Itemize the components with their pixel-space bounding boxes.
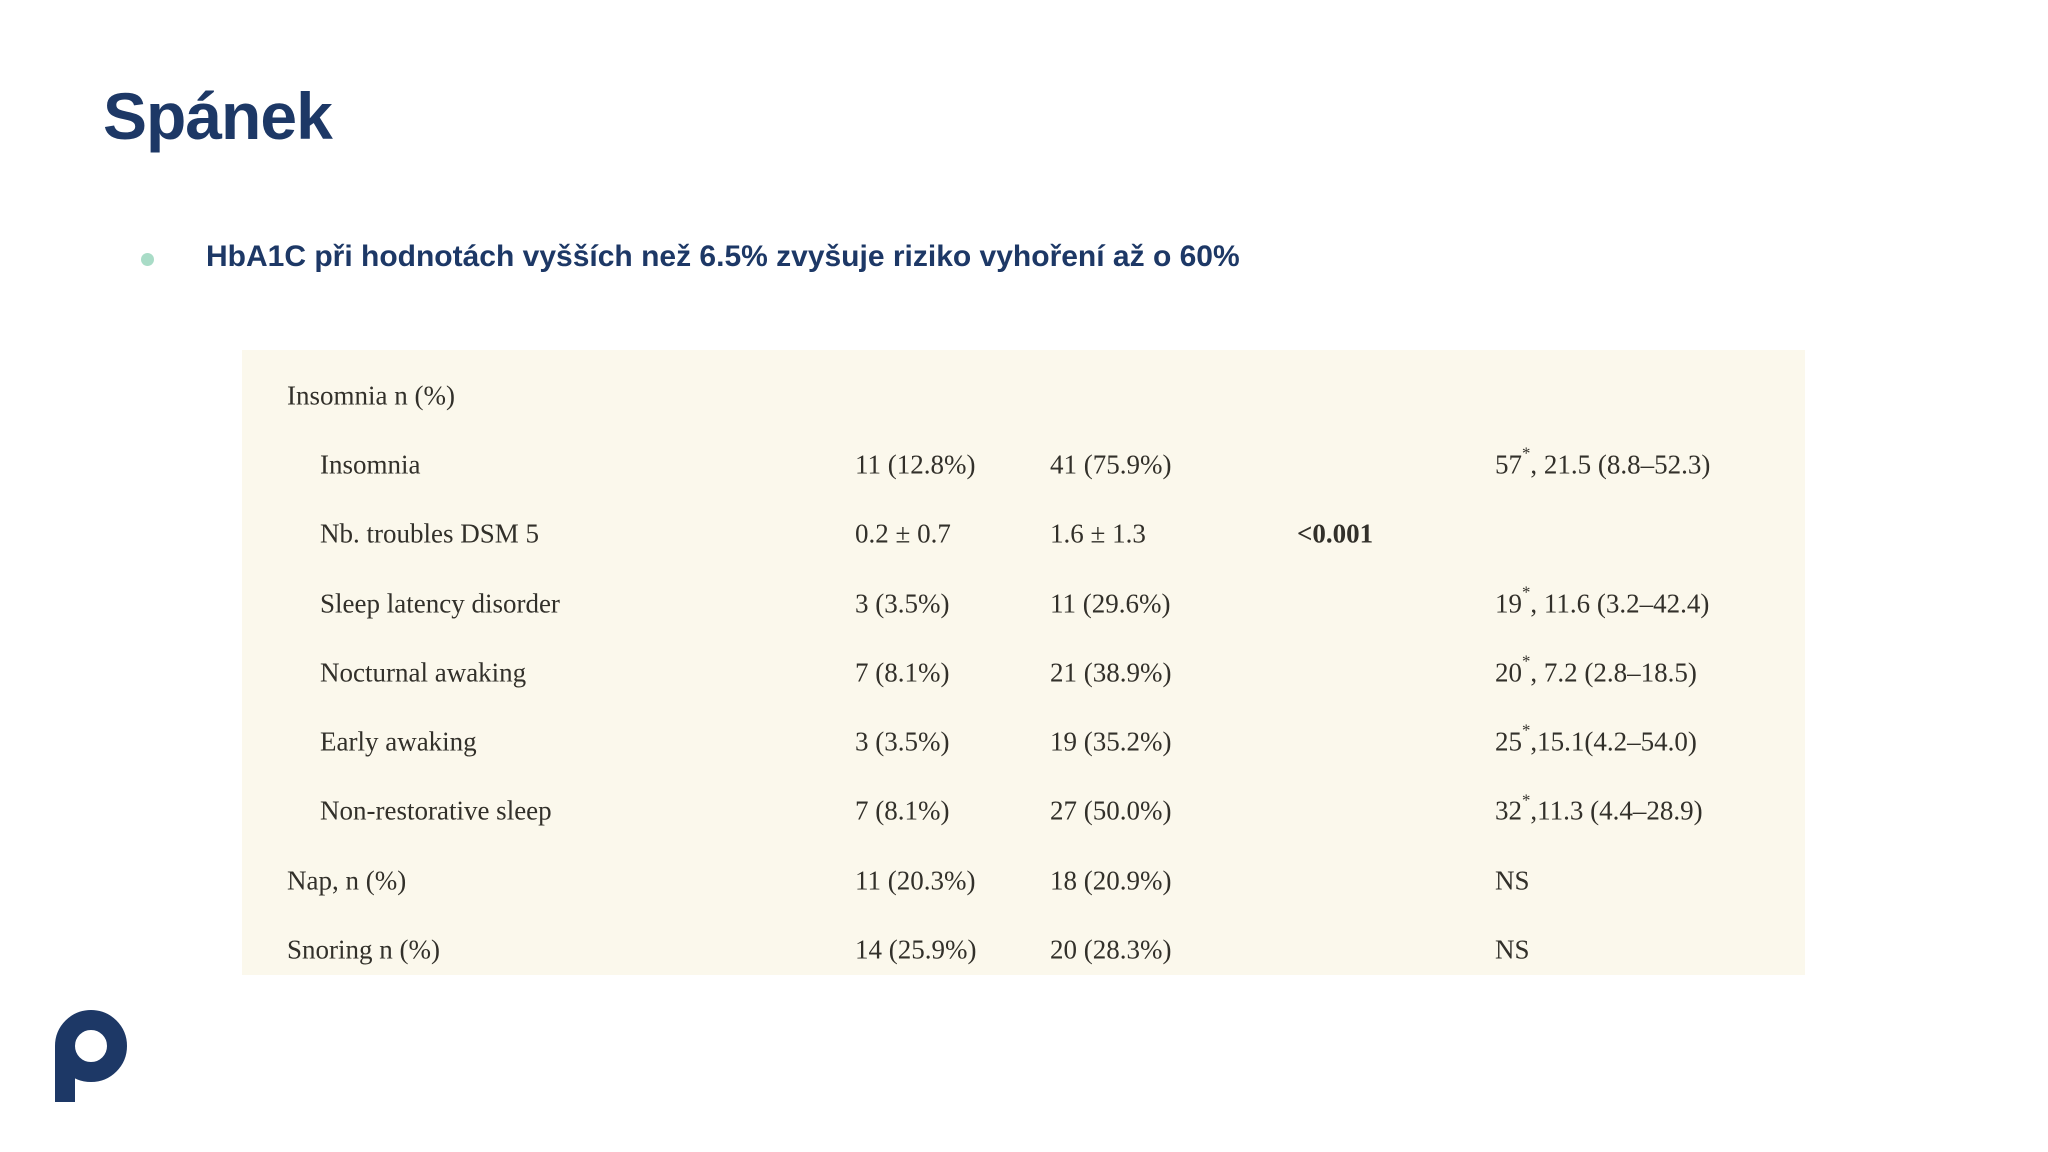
p-value: <0.001 <box>1297 518 1374 549</box>
table-row: Insomnia n (%) <box>242 361 1805 430</box>
table-row: Non-restorative sleep 7 (8.1%) 27 (50.0%… <box>242 777 1805 846</box>
group2-value: 18 (20.9%) <box>1050 865 1172 896</box>
or-ci: , 21.5 (8.8–52.3) <box>1530 449 1711 480</box>
group2-value: 41 (75.9%) <box>1050 449 1172 480</box>
row-label: Nocturnal awaking <box>320 657 527 688</box>
bullet-item: HbA1C při hodnotách vyšších než 6.5% zvy… <box>141 240 1240 274</box>
or-ci: , 11.6 (3.2–42.4) <box>1530 588 1710 619</box>
row-label: Non-restorative sleep <box>320 795 552 826</box>
or-base: 57 <box>1495 449 1522 480</box>
odds-ratio-value: 19*, 11.6 (3.2–42.4) <box>1495 583 1710 619</box>
odds-ratio-value: NS <box>1495 935 1530 966</box>
group2-value: 1.6 ± 1.3 <box>1050 518 1146 549</box>
or-base: 25 <box>1495 726 1522 757</box>
table-row: Insomnia 11 (12.8%) 41 (75.9%) 57*, 21.5… <box>242 430 1805 499</box>
or-base: 32 <box>1495 795 1522 826</box>
asterisk-superscript: * <box>1522 790 1531 810</box>
odds-ratio-value: 32*,11.3 (4.4–28.9) <box>1495 791 1703 827</box>
or-ci: , 7.2 (2.8–18.5) <box>1530 657 1697 688</box>
group2-value: 11 (29.6%) <box>1050 588 1171 619</box>
group1-value: 7 (8.1%) <box>855 795 950 826</box>
group1-value: 11 (20.3%) <box>855 865 976 896</box>
row-label: Insomnia n (%) <box>287 380 455 411</box>
or-base: 19 <box>1495 588 1522 619</box>
group2-value: 27 (50.0%) <box>1050 795 1172 826</box>
row-label: Insomnia <box>320 449 421 480</box>
odds-ratio-value: NS <box>1495 865 1530 896</box>
table-row: Nb. troubles DSM 5 0.2 ± 0.7 1.6 ± 1.3 <… <box>242 500 1805 569</box>
asterisk-superscript: * <box>1522 443 1531 463</box>
asterisk-superscript: * <box>1522 720 1531 740</box>
row-label: Snoring n (%) <box>287 934 440 965</box>
group1-value: 3 (3.5%) <box>855 726 950 757</box>
group2-value: 21 (38.9%) <box>1050 657 1172 688</box>
odds-ratio-value: 20*, 7.2 (2.8–18.5) <box>1495 653 1697 688</box>
p-letter-logo-icon <box>55 1010 127 1102</box>
or-base: NS <box>1495 865 1530 896</box>
row-label: Nb. troubles DSM 5 <box>320 518 540 549</box>
table-row: Sleep latency disorder 3 (3.5%) 11 (29.6… <box>242 569 1805 638</box>
group1-value: 3 (3.5%) <box>855 588 950 619</box>
bullet-dot-icon <box>141 253 154 266</box>
row-label: Sleep latency disorder <box>320 588 560 619</box>
asterisk-superscript: * <box>1522 582 1531 602</box>
or-ci: ,15.1(4.2–54.0) <box>1530 726 1697 757</box>
table-row: Snoring n (%) 14 (25.9%) 20 (28.3%) NS <box>242 915 1805 984</box>
asterisk-superscript: * <box>1522 651 1531 671</box>
table-row: Early awaking 3 (3.5%) 19 (35.2%) 25*,15… <box>242 707 1805 776</box>
odds-ratio-value: 25*,15.1(4.2–54.0) <box>1495 722 1697 758</box>
or-base: 20 <box>1495 657 1522 688</box>
group1-value: 11 (12.8%) <box>855 449 976 480</box>
row-label: Nap, n (%) <box>287 865 407 896</box>
or-base: NS <box>1495 934 1530 965</box>
page-title: Spánek <box>103 79 333 153</box>
or-ci: ,11.3 (4.4–28.9) <box>1530 795 1703 826</box>
group1-value: 14 (25.9%) <box>855 934 977 965</box>
row-label: Early awaking <box>320 726 477 757</box>
sleep-study-table: Insomnia n (%) Insomnia 11 (12.8%) 41 (7… <box>242 350 1805 975</box>
group1-value: 0.2 ± 0.7 <box>855 518 951 549</box>
table-row: Nocturnal awaking 7 (8.1%) 21 (38.9%) 20… <box>242 638 1805 707</box>
group2-value: 19 (35.2%) <box>1050 726 1172 757</box>
bullet-text: HbA1C při hodnotách vyšších než 6.5% zvy… <box>206 240 1240 273</box>
group1-value: 7 (8.1%) <box>855 657 950 688</box>
odds-ratio-value: 57*, 21.5 (8.8–52.3) <box>1495 445 1711 480</box>
group2-value: 20 (28.3%) <box>1050 934 1172 965</box>
table-row: Nap, n (%) 11 (20.3%) 18 (20.9%) NS <box>242 846 1805 915</box>
